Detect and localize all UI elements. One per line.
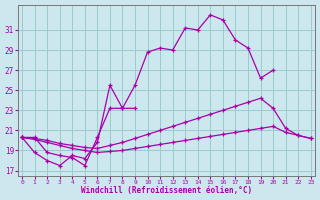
X-axis label: Windchill (Refroidissement éolien,°C): Windchill (Refroidissement éolien,°C) [81, 186, 252, 195]
